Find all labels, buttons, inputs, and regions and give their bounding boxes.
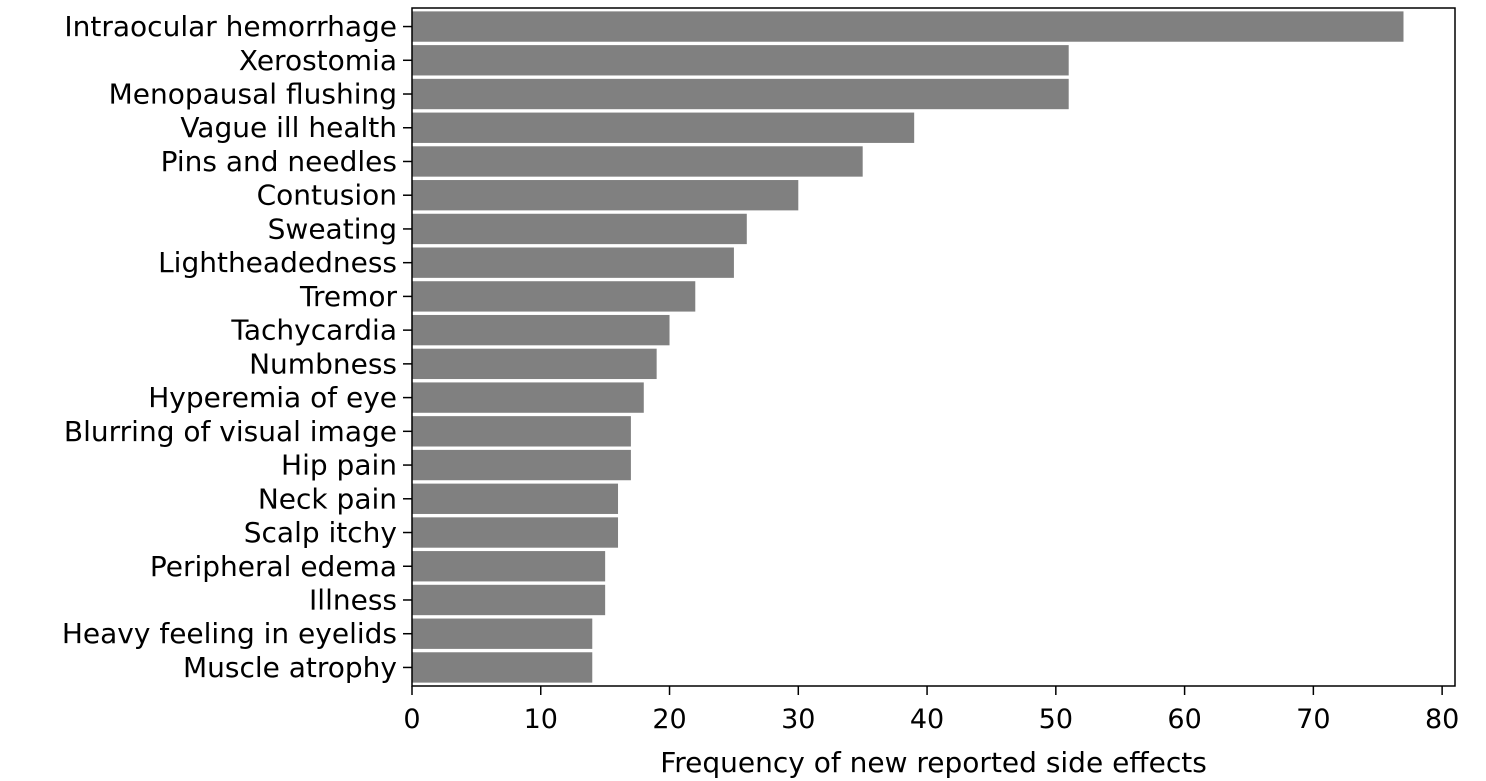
x-tick-label: 60 [1167, 704, 1201, 735]
y-tick-label: Xerostomia [239, 44, 397, 77]
x-axis: 0 10 20 30 40 50 60 70 80 [403, 686, 1459, 735]
bar [412, 584, 606, 616]
y-tick-label: Hyperemia of eye [148, 381, 397, 414]
x-tick-label: 30 [781, 704, 815, 735]
y-tick-label: Intraocular hemorrhage [64, 10, 397, 43]
x-tick-label: 0 [403, 704, 420, 735]
bar [412, 146, 863, 177]
x-tick-label: 80 [1425, 704, 1459, 735]
x-tick-label: 20 [652, 704, 686, 735]
bar [412, 45, 1069, 76]
bar [412, 11, 1404, 42]
y-tick-label: Illness [309, 583, 397, 616]
y-tick-label: Numbness [249, 347, 397, 380]
y-tick-label: Menopausal flushing [109, 78, 397, 111]
bar [412, 314, 670, 346]
x-tick-label: 40 [910, 704, 944, 735]
x-tick-label: 70 [1296, 704, 1330, 735]
x-axis-label: Frequency of new reported side effects [660, 746, 1207, 779]
bar [412, 618, 593, 649]
bar [412, 180, 799, 211]
y-tick-label: Vague ill health [180, 111, 397, 144]
bar [412, 213, 747, 245]
bar [412, 281, 696, 312]
y-axis: Intraocular hemorrhageXerostomiaMenopaus… [62, 10, 412, 684]
y-tick-label: Scalp itchy [244, 516, 397, 549]
bar [412, 449, 631, 481]
y-tick-label: Contusion [257, 179, 397, 212]
x-tick-label: 50 [1039, 704, 1073, 735]
plot-frame [411, 7, 1456, 687]
bar [412, 348, 657, 380]
y-tick-label: Lightheadedness [158, 246, 397, 279]
bars-group [412, 11, 1404, 683]
y-tick-label: Tremor [299, 280, 398, 313]
y-tick-label: Pins and needles [161, 145, 397, 178]
y-tick-label: Neck pain [258, 482, 397, 515]
bar [412, 517, 619, 548]
bar [412, 652, 593, 683]
bar [412, 551, 606, 582]
y-tick-label: Tachycardia [230, 314, 397, 347]
y-tick-label: Muscle atrophy [183, 651, 397, 684]
y-tick-label: Blurring of visual image [64, 415, 397, 448]
bar [412, 247, 734, 278]
bar [412, 112, 915, 143]
bar [412, 416, 631, 447]
y-tick-label: Heavy feeling in eyelids [62, 617, 397, 650]
bar [412, 483, 619, 514]
y-tick-label: Peripheral edema [150, 550, 397, 583]
y-tick-label: Sweating [268, 212, 397, 245]
bar [412, 382, 644, 413]
y-tick-label: Hip pain [281, 449, 397, 482]
x-tick-label: 10 [524, 704, 558, 735]
bar [412, 78, 1069, 110]
